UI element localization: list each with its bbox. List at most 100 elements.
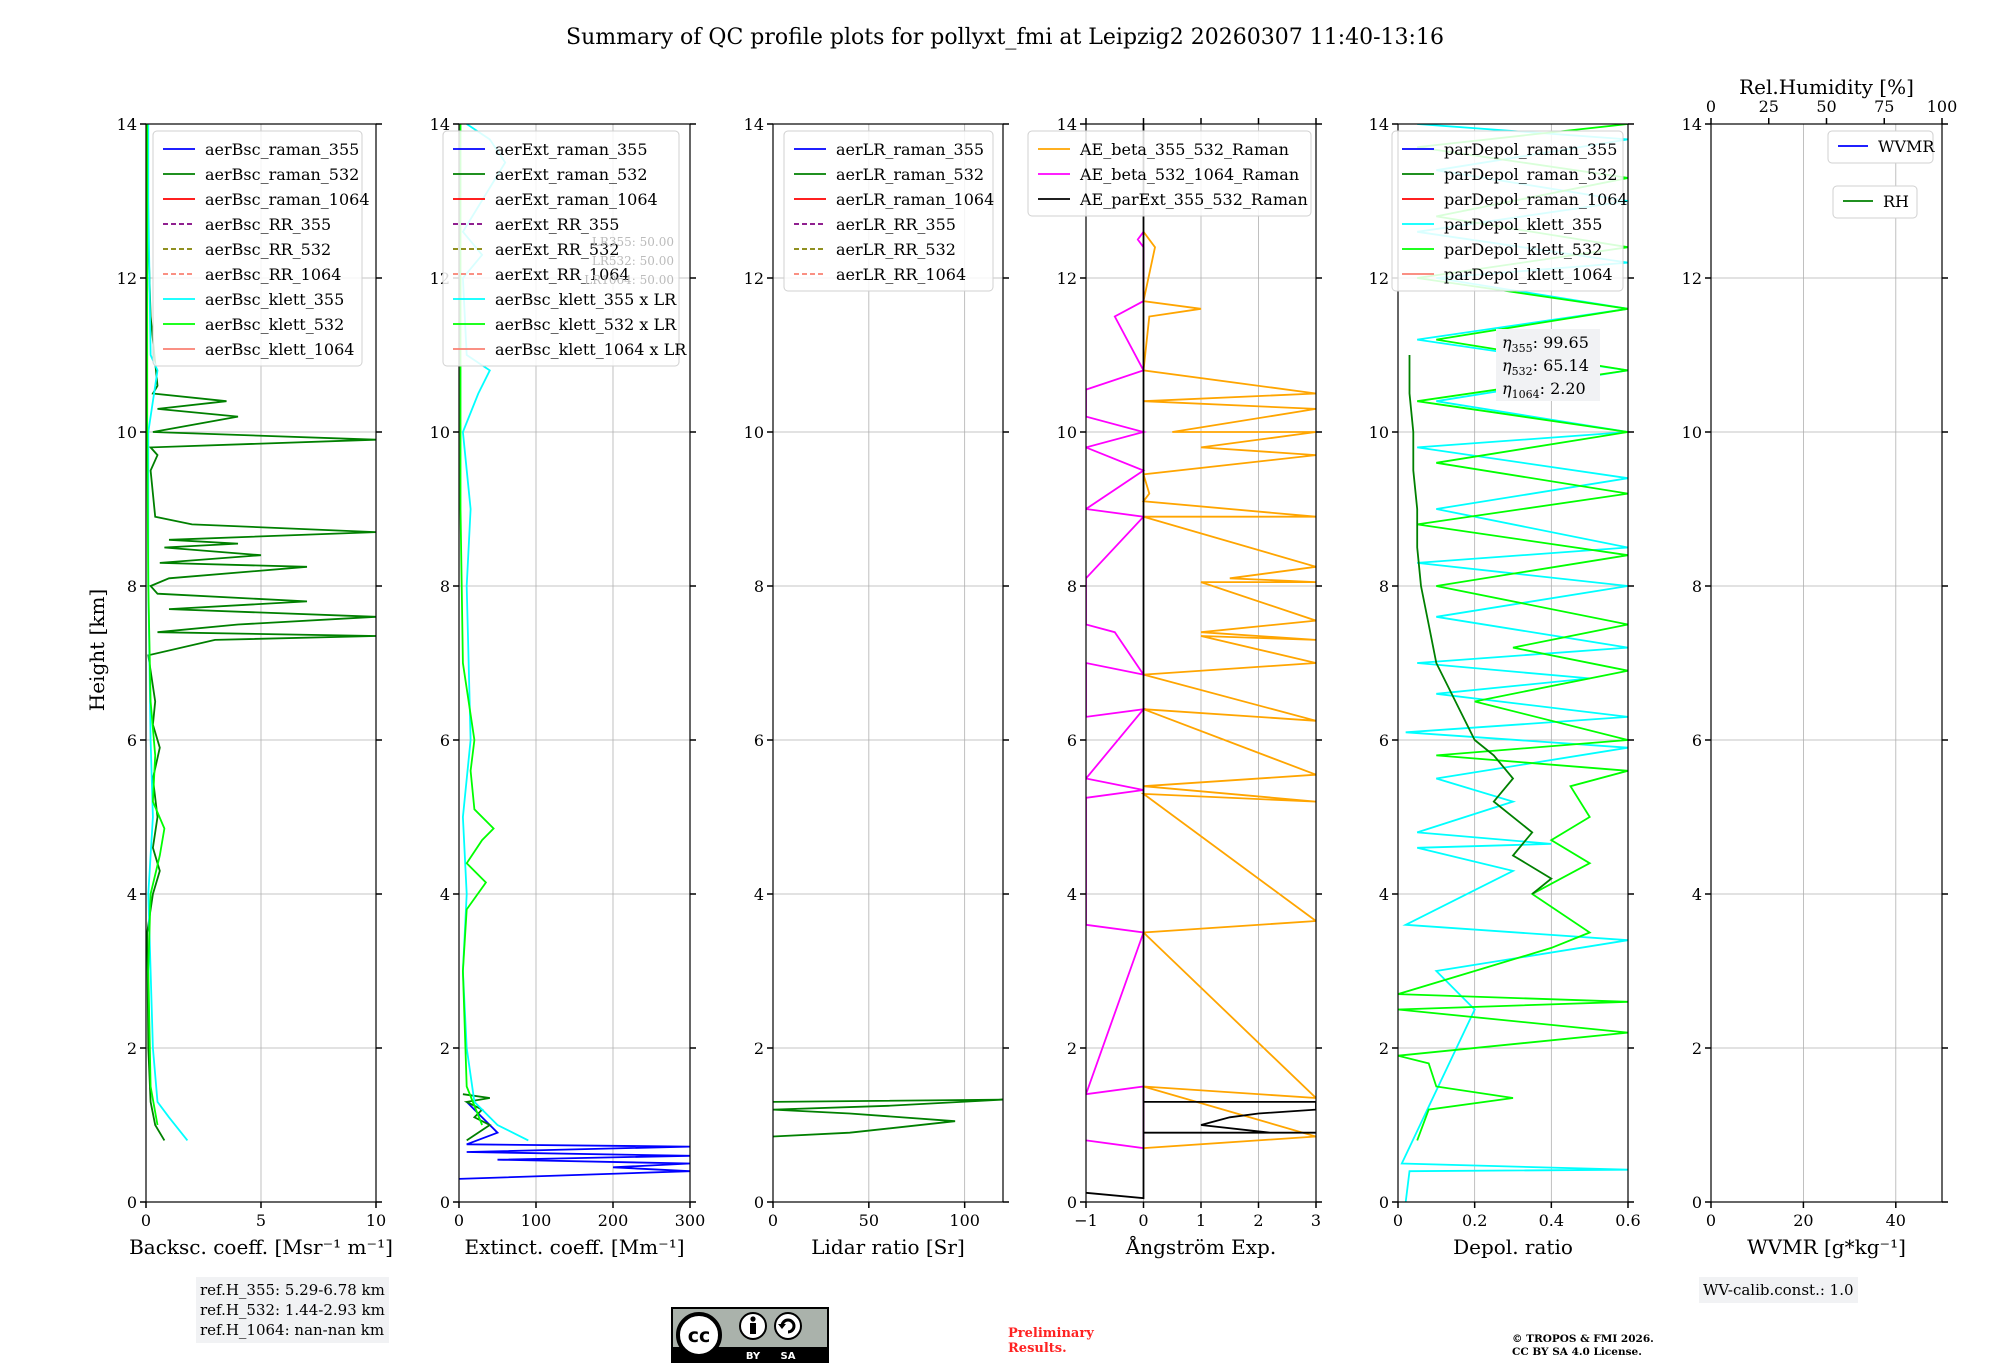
y-tick-label: 2	[1067, 1039, 1077, 1058]
series-aerLR_raman_532	[773, 1098, 1003, 1138]
legend-label: AE_beta_355_532_Raman	[1079, 140, 1289, 159]
x-axis-label: Backsc. coeff. [Msr⁻¹ m⁻¹]	[129, 1235, 393, 1259]
y-tick-label: 14	[744, 115, 764, 134]
panel-lidar_ratio: 0 50 100 0 2 4 6 8 10 12 14 Lidar ratio [Sr] aerLR_r…	[744, 115, 1009, 1259]
legend: RH	[1832, 185, 1918, 219]
legend-label: aerExt_RR_1064	[495, 265, 630, 284]
x-tick-label: 0	[1138, 1211, 1148, 1230]
y-tick-label: 0	[1692, 1193, 1702, 1212]
y-tick-label: 14	[430, 115, 450, 134]
y-tick-label: 2	[440, 1039, 450, 1058]
lr-annotation: LR355: 50.00	[592, 235, 674, 249]
y-tick-label: 0	[1067, 1193, 1077, 1212]
legend-label: parDepol_raman_1064	[1444, 190, 1628, 209]
series-aerExt_raman_355	[459, 1101, 690, 1180]
preliminary-line-2: Results.	[1008, 1341, 1067, 1356]
lr-annotation: LR1064: 50.00	[584, 273, 674, 287]
legend: aerBsc_raman_355 aerBsc_raman_532 aerBsc_r…	[152, 130, 370, 367]
legend-label: aerExt_raman_1064	[495, 190, 658, 209]
y-tick-label: 6	[1067, 731, 1077, 750]
legend-frame	[1832, 185, 1918, 219]
x-tick-label: 0	[768, 1211, 778, 1230]
y-tick-label: 8	[127, 577, 137, 596]
y-tick-label: 12	[1057, 269, 1077, 288]
legend-label: parDepol_klett_1064	[1444, 265, 1613, 284]
legend-label: aerBsc_klett_1064	[205, 340, 354, 359]
legend-label: aerBsc_raman_1064	[205, 190, 370, 209]
legend-label: aerBsc_klett_1064 x LR	[495, 340, 687, 359]
y-tick-label: 4	[754, 885, 764, 904]
legend-label: WVMR	[1878, 137, 1935, 156]
sa-share-alike-icon	[774, 1312, 802, 1340]
lr-annotation: LR532: 50.00	[592, 254, 674, 268]
series-aerBsc_klett_355	[147, 124, 189, 1141]
axes-frame	[458, 123, 691, 1203]
legend-label: aerLR_raman_532	[836, 165, 984, 184]
y-tick-label: 8	[1379, 577, 1389, 596]
legend-label: parDepol_raman_532	[1444, 165, 1617, 184]
copyright-line-2: CC BY SA 4.0 License.	[1512, 1346, 1642, 1358]
y-tick-label: 6	[754, 731, 764, 750]
legend-label: aerBsc_RR_1064	[205, 265, 341, 284]
series-aerBsc_klett_532 x LR	[459, 124, 495, 1126]
y-tick-label: 10	[117, 423, 137, 442]
series-parDepol_raman_532	[1408, 355, 1553, 895]
y-tick-label: 0	[440, 1193, 450, 1212]
panel-depolarization: 0 0.2 0.4 0.6 0 2 4 6 8 10 12 14 Depol. ratio parDepo…	[1369, 115, 1641, 1259]
legend-label: aerBsc_raman_532	[205, 165, 359, 184]
series-aerBsc_raman_532	[146, 124, 376, 1141]
y-tick-label: 0	[754, 1193, 764, 1212]
x-tick-label: 100	[521, 1211, 552, 1230]
legend-label: aerExt_RR_532	[495, 240, 619, 259]
y-tick-label: 2	[1692, 1039, 1702, 1058]
legend-label: parDepol_klett_355	[1444, 215, 1602, 234]
x-tick-label: 2	[1253, 1211, 1263, 1230]
y-tick-label: 2	[754, 1039, 764, 1058]
reference-height-note: ref.H_355: 5.29-6.78 km ref.H_532: 1.44-…	[196, 1277, 389, 1343]
series-aerBsc_klett_532	[146, 124, 166, 1126]
eta-line: η355: 99.65	[1502, 333, 1589, 355]
preliminary-results-note: Preliminary Results.	[1008, 1326, 1094, 1356]
figure-title: Summary of QC profile plots for pollyxt_…	[566, 25, 1444, 50]
refh-532: ref.H_532: 1.44-2.93 km	[200, 1301, 385, 1319]
legend: aerLR_raman_355 aerLR_raman_532 aerLR_rama…	[783, 130, 994, 292]
series-AE_beta_355_532_Raman	[1140, 231, 1316, 1149]
top-x-axis-label: Rel.Humidity [%]	[1739, 75, 1914, 99]
wv-calib-note: WV-calib.const.: 1.0	[1699, 1277, 1858, 1303]
y-tick-label: 6	[440, 731, 450, 750]
cc-logo-text: cc	[688, 1325, 711, 1347]
wv-calib-text: WV-calib.const.: 1.0	[1703, 1281, 1854, 1299]
y-tick-label: 10	[1682, 423, 1702, 442]
top-x-tick-label: 100	[1927, 97, 1958, 116]
eta-box	[1496, 329, 1600, 401]
panel-water_vapor: 0 20 40 0 2 4 6 8 10 12 14 WVMR [g*kg⁻¹] 0 25 50 75 100 R…	[1682, 75, 1958, 1259]
legend-frame	[1027, 130, 1312, 217]
x-axis-label: Depol. ratio	[1453, 1235, 1573, 1259]
axes-frame	[772, 123, 1004, 1203]
preliminary-line-1: Preliminary	[1008, 1326, 1094, 1341]
x-tick-label: 0.4	[1539, 1211, 1564, 1230]
y-tick-label: 6	[1379, 731, 1389, 750]
legend-label: aerBsc_raman_355	[205, 140, 359, 159]
y-tick-label: 10	[744, 423, 764, 442]
series-AE_parExt_355_532_Raman	[1086, 124, 1316, 1200]
top-x-tick-label: 75	[1874, 97, 1894, 116]
y-tick-label: 2	[1379, 1039, 1389, 1058]
by-label: BY	[746, 1351, 761, 1362]
legend: AE_beta_355_532_Raman AE_beta_532_1064_Ra…	[1027, 130, 1312, 217]
x-axis-label: Extinct. coeff. [Mm⁻¹]	[464, 1235, 684, 1259]
x-tick-label: 0.2	[1462, 1211, 1487, 1230]
series-aerExt_raman_532	[462, 1093, 492, 1142]
x-tick-label: 0	[454, 1211, 464, 1230]
y-tick-label: 4	[1692, 885, 1702, 904]
y-tick-label: 14	[1682, 115, 1702, 134]
series-AE_beta_532_1064_Raman	[1086, 231, 1147, 1150]
y-tick-label: 8	[1067, 577, 1077, 596]
y-tick-label: 4	[1379, 885, 1389, 904]
y-tick-label: 12	[744, 269, 764, 288]
cc-logo-icon	[676, 1312, 722, 1358]
legend-label: aerBsc_RR_532	[205, 240, 331, 259]
y-tick-label: 10	[430, 423, 450, 442]
y-tick-label: 0	[127, 1193, 137, 1212]
